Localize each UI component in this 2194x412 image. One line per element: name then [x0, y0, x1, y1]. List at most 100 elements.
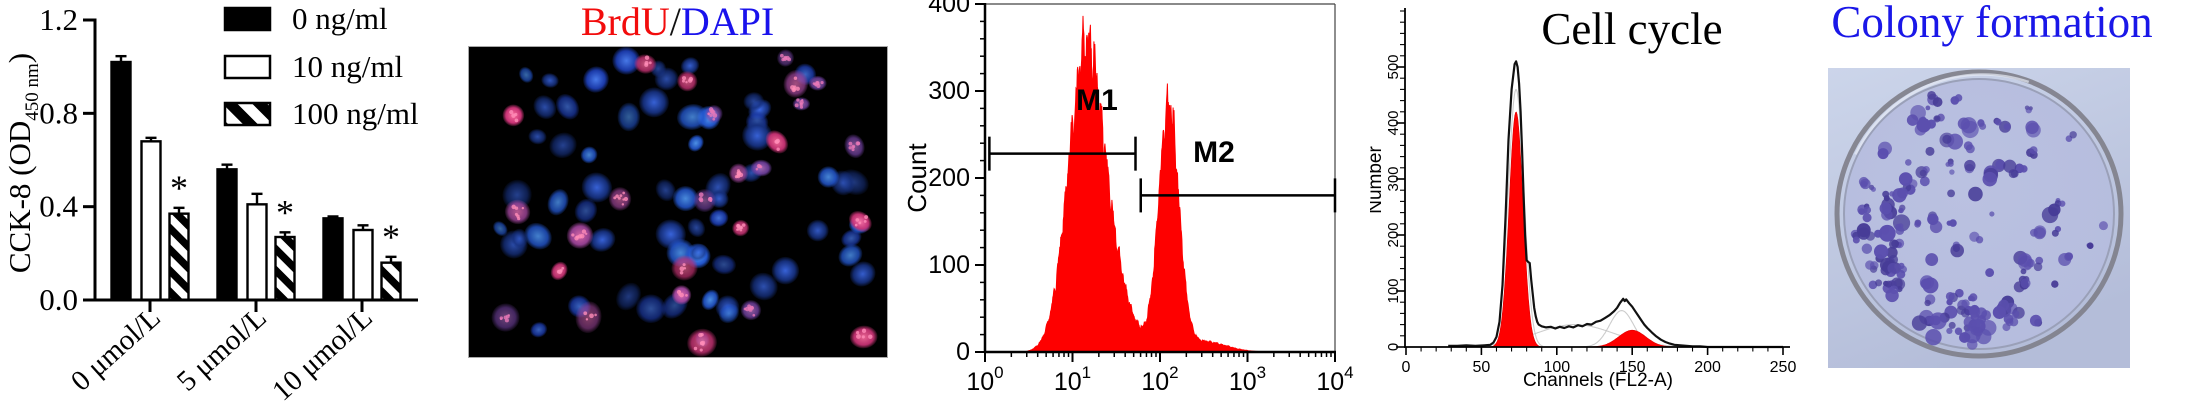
- dapi-nucleus: [771, 256, 800, 285]
- colony-blob: [1873, 244, 1889, 259]
- colony-blob: [2010, 169, 2019, 178]
- speckle-dot: [511, 204, 516, 210]
- colony-blob: [2020, 278, 2031, 289]
- speckle-dot: [622, 191, 626, 195]
- panel-cck8-bar-chart: * * * 0.0 0.4 0.8 1.2 0 μmol/L 5 μmol/L 10 μmol/L…: [0, 0, 460, 412]
- colony-blob: [2003, 159, 2017, 173]
- speckle-dot: [514, 118, 519, 123]
- speckle-dot: [796, 98, 800, 102]
- colony-blob: [1977, 119, 1985, 126]
- dapi-nucleus: [718, 303, 740, 324]
- speckle-dot: [736, 228, 739, 231]
- speckle-dot: [855, 141, 860, 146]
- y-tick-label: 1.2: [39, 2, 78, 37]
- speckle-dot: [801, 99, 804, 102]
- x-tick-label: 101: [1054, 363, 1091, 396]
- legend-label-10ngml: 10 ng/ml: [292, 49, 403, 84]
- colony-blob: [1927, 90, 1937, 100]
- dish-outer-rim: [1834, 69, 2124, 359]
- dapi-nucleus: [580, 146, 598, 164]
- dapi-nucleus: [616, 282, 642, 311]
- colony-blob: [1985, 268, 1995, 277]
- bar: [110, 60, 132, 302]
- speckle-dot: [556, 269, 561, 274]
- speckle-dot: [644, 60, 649, 65]
- legend-label-0ngml: 0 ng/ml: [292, 1, 388, 36]
- dapi-nucleus: [493, 221, 508, 237]
- dapi-nucleus: [639, 87, 669, 118]
- colony-blob: [2025, 107, 2032, 114]
- colony-blob: [1899, 265, 1907, 274]
- legend: 0 ng/ml 10 ng/ml 100 ng/ml: [223, 1, 419, 131]
- gate-m1-label: M1: [1076, 84, 1118, 117]
- speckle-dot: [581, 229, 587, 234]
- dapi-nucleus: [589, 228, 616, 252]
- speckle-dot: [678, 293, 681, 296]
- colony-blob: [1995, 159, 2006, 170]
- speckle-dot: [863, 219, 867, 223]
- y-tick-label: 200: [928, 164, 970, 192]
- colony-blob: [2009, 317, 2019, 327]
- speckle-dot: [858, 221, 862, 225]
- colony-blob: [2086, 242, 2094, 250]
- panel-colony-formation: Colony formation: [1790, 0, 2194, 412]
- flow-histogram-fill: [985, 15, 1335, 353]
- y-tick-label: 300: [1385, 166, 1402, 191]
- dapi-nucleus: [511, 228, 528, 249]
- cck8-bar-chart-svg: * * * 0.0 0.4 0.8 1.2 0 μmol/L 5 μmol/L10 μmol/L…: [2, 1, 419, 407]
- colony-blob: [2051, 229, 2059, 237]
- red-fit-fill: [1486, 111, 1546, 348]
- speckle-dot: [856, 330, 860, 335]
- colony-blob: [1863, 206, 1872, 214]
- colony-blob: [1925, 105, 1931, 111]
- x-tick-label: 100: [1543, 359, 1570, 376]
- dapi-nucleus: [574, 198, 598, 223]
- speckle-dot: [685, 294, 688, 297]
- colony-blob: [1965, 144, 1975, 154]
- speckle-dot: [594, 313, 597, 317]
- colony-blob: [2035, 256, 2044, 265]
- dapi-nucleus: [524, 222, 552, 250]
- colony-blob: [1950, 243, 1965, 258]
- bar: [216, 168, 238, 302]
- colony-blob: [1898, 172, 1913, 186]
- dapi-nucleus: [654, 67, 679, 91]
- speckle-dot: [579, 233, 585, 239]
- colony-blob: [1930, 315, 1941, 326]
- channels-axis-label: Channels (FL2-A): [1523, 370, 1673, 391]
- colony-blob: [1874, 229, 1883, 238]
- y-tick-label: 0.4: [39, 189, 78, 224]
- speckle-dot: [504, 318, 509, 323]
- colony-blob: [1961, 120, 1979, 139]
- colony-blob: [1945, 291, 1955, 301]
- colony-blob: [1885, 280, 1893, 288]
- colony-blob: [1994, 118, 2002, 126]
- brdu-positive-nucleus: [504, 199, 531, 225]
- speckle-dot: [793, 76, 798, 80]
- colony-blob: [2033, 262, 2043, 272]
- speckle-dot: [516, 214, 520, 218]
- speckle-dot: [854, 223, 858, 227]
- cell-cycle-svg: 0 100 200 300 400 500 0 50 100 150 200 250 Cell cyc…: [1365, 4, 1797, 391]
- x-tick-label: 103: [1229, 363, 1266, 396]
- colony-blob: [2098, 221, 2108, 231]
- colony-blob: [2069, 131, 2077, 139]
- colony-blob: [2023, 262, 2032, 270]
- colony-blob: [1895, 226, 1905, 235]
- speckle-dot: [521, 206, 525, 210]
- x-tick-label: 250: [1770, 359, 1797, 376]
- dapi-nucleus: [612, 46, 641, 75]
- speckle-dot: [589, 313, 594, 319]
- colony-blob: [1992, 305, 2006, 319]
- bar: [274, 235, 296, 302]
- y-axis-label: CCK-8 (OD450 nm): [2, 53, 43, 273]
- fluorescence-micrograph: [468, 46, 888, 358]
- speckle-dot: [752, 313, 756, 317]
- speckle-dot: [685, 81, 688, 84]
- colony-blob: [2048, 203, 2061, 216]
- colony-blob: [1968, 186, 1983, 202]
- speckle-dot: [571, 233, 575, 237]
- dapi-nucleus: [701, 289, 719, 311]
- colony-formation-title: Colony formation: [1831, 0, 2153, 47]
- y-tick-label: 0: [1385, 343, 1402, 351]
